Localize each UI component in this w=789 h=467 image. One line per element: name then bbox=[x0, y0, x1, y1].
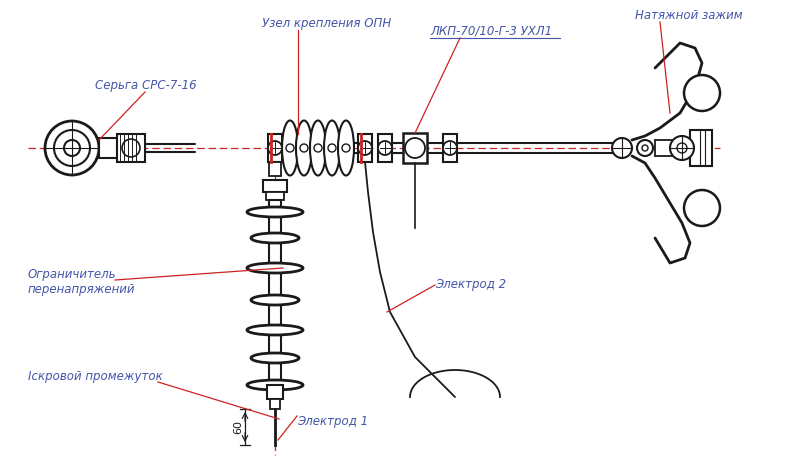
Text: 60: 60 bbox=[233, 420, 243, 434]
Circle shape bbox=[358, 141, 372, 155]
Circle shape bbox=[443, 141, 457, 155]
Ellipse shape bbox=[247, 263, 303, 273]
Bar bbox=[268, 134, 282, 162]
Bar bbox=[269, 162, 281, 176]
Circle shape bbox=[684, 190, 720, 226]
Bar bbox=[690, 130, 712, 166]
Circle shape bbox=[328, 144, 336, 152]
Circle shape bbox=[637, 140, 653, 156]
Circle shape bbox=[612, 138, 632, 158]
Bar bbox=[655, 140, 673, 156]
Ellipse shape bbox=[296, 120, 312, 176]
Circle shape bbox=[268, 141, 282, 155]
Text: Электрод 1: Электрод 1 bbox=[297, 415, 368, 428]
Circle shape bbox=[314, 144, 322, 152]
Bar bbox=[99, 138, 117, 158]
Text: ЛКП-70/10-Г-3 УХЛ1: ЛКП-70/10-Г-3 УХЛ1 bbox=[430, 25, 552, 38]
Ellipse shape bbox=[251, 295, 299, 305]
Bar bbox=[266, 192, 284, 200]
Ellipse shape bbox=[324, 120, 340, 176]
Ellipse shape bbox=[338, 120, 354, 176]
Text: Узел крепления ОПН: Узел крепления ОПН bbox=[262, 17, 391, 30]
Text: Iскровой промежуток: Iскровой промежуток bbox=[28, 370, 163, 383]
Circle shape bbox=[300, 144, 308, 152]
Text: Ограничитель
перенапряжений: Ограничитель перенапряжений bbox=[28, 268, 136, 296]
Bar bbox=[403, 133, 427, 163]
Circle shape bbox=[54, 130, 90, 166]
Circle shape bbox=[684, 75, 720, 111]
Text: Натяжной зажим: Натяжной зажим bbox=[635, 9, 742, 22]
Ellipse shape bbox=[247, 207, 303, 217]
Bar bbox=[378, 134, 392, 162]
Bar bbox=[117, 134, 145, 162]
Circle shape bbox=[670, 136, 694, 160]
Circle shape bbox=[122, 139, 140, 157]
Bar bbox=[267, 385, 283, 399]
Ellipse shape bbox=[247, 380, 303, 390]
Circle shape bbox=[677, 143, 687, 153]
Ellipse shape bbox=[310, 120, 326, 176]
Bar bbox=[443, 134, 457, 162]
Ellipse shape bbox=[282, 120, 298, 176]
Bar bbox=[263, 180, 287, 192]
Bar bbox=[269, 200, 281, 385]
Ellipse shape bbox=[247, 325, 303, 335]
Ellipse shape bbox=[251, 233, 299, 243]
Circle shape bbox=[405, 138, 425, 158]
Bar bbox=[270, 399, 280, 409]
Circle shape bbox=[64, 140, 80, 156]
Circle shape bbox=[342, 144, 350, 152]
Circle shape bbox=[642, 145, 648, 151]
Ellipse shape bbox=[251, 353, 299, 363]
Text: Электрод 2: Электрод 2 bbox=[435, 278, 506, 291]
Circle shape bbox=[378, 141, 392, 155]
Text: Серьга СРС-7-16: Серьга СРС-7-16 bbox=[95, 79, 196, 92]
Bar bbox=[358, 134, 372, 162]
Circle shape bbox=[45, 121, 99, 175]
Circle shape bbox=[286, 144, 294, 152]
